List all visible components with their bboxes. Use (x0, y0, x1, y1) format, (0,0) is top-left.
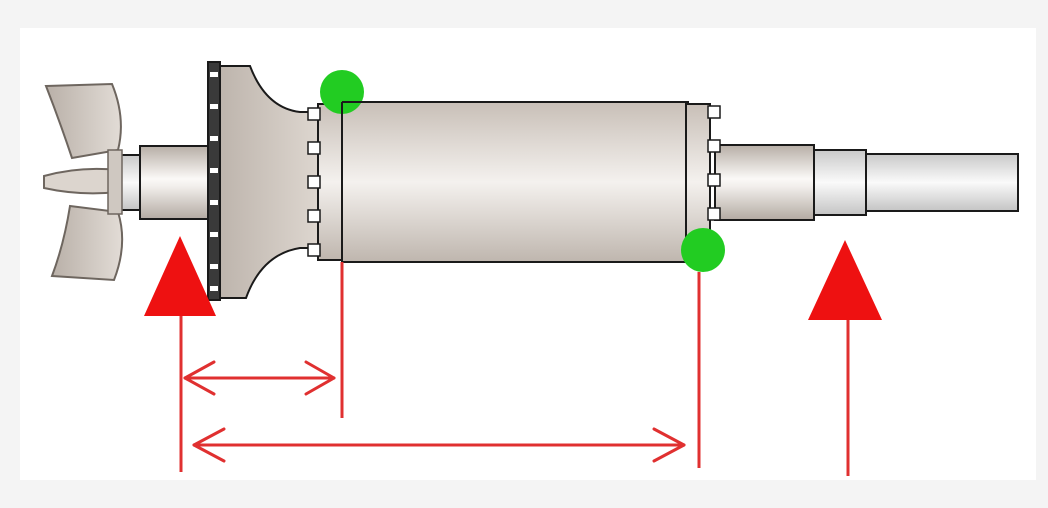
disc-teeth (210, 72, 218, 291)
left-support-arrow (144, 236, 216, 472)
rotor-core (341, 101, 689, 263)
dimension-long (192, 427, 686, 463)
dimension-short (183, 360, 336, 396)
core-end-ring-left (307, 103, 345, 261)
end-disc (207, 61, 319, 301)
right-support-arrow (808, 240, 882, 476)
shaft-right (714, 144, 1019, 221)
fan-impeller (43, 82, 124, 282)
balance-point-bottom-right (681, 228, 725, 272)
shaft-left (115, 145, 211, 220)
